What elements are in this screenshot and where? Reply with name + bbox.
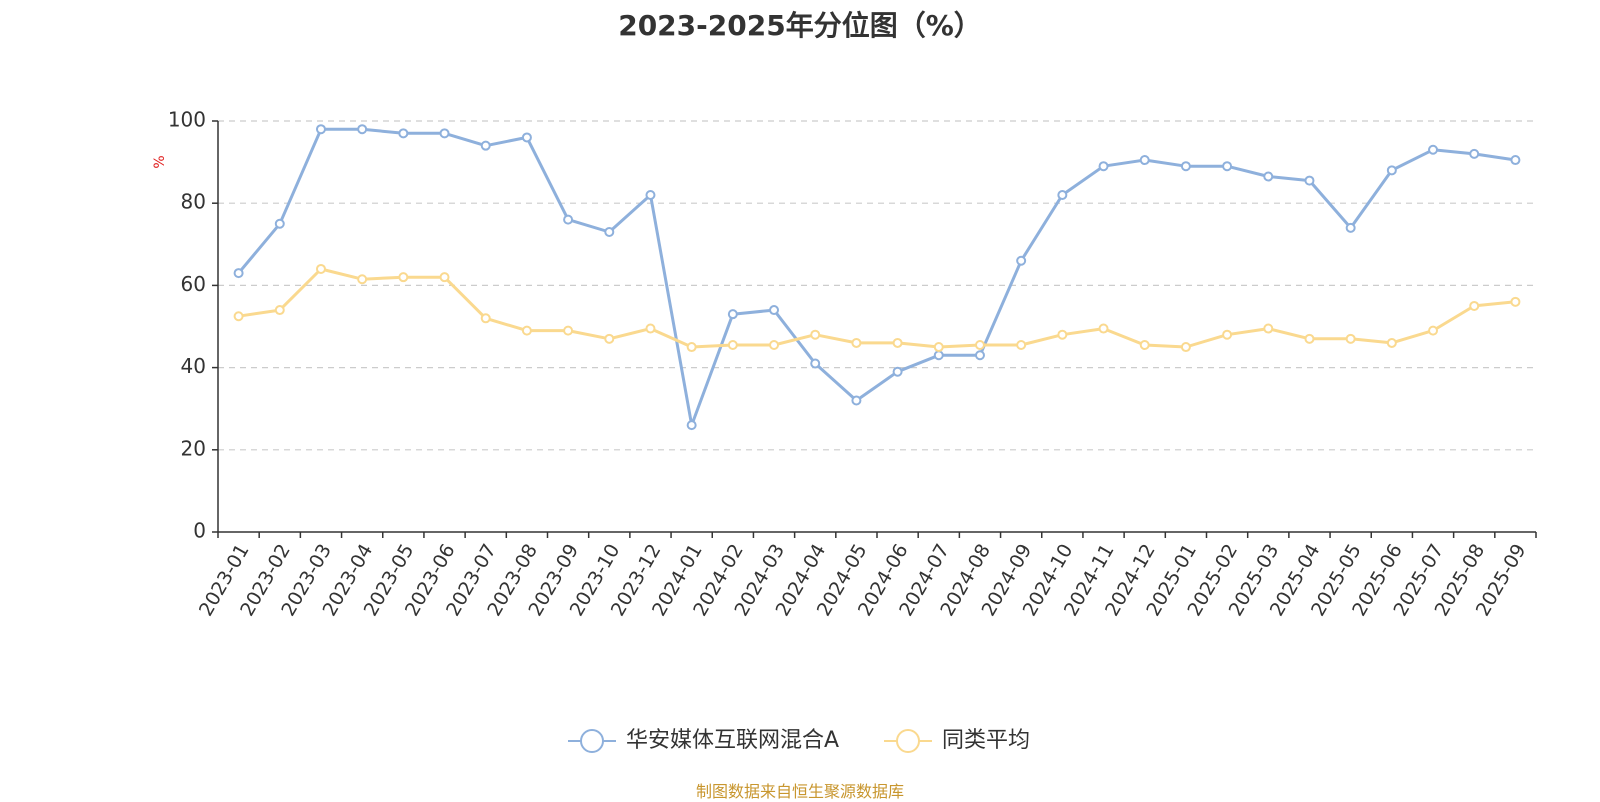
data-point[interactable]: [521, 325, 532, 336]
data-point[interactable]: [315, 124, 326, 135]
data-point[interactable]: [1510, 155, 1521, 166]
data-point[interactable]: [1345, 222, 1356, 233]
data-point[interactable]: [1139, 339, 1150, 350]
y-tick-label: 40: [181, 354, 206, 378]
y-tick-labels: 0 20 40 60 80 100: [168, 108, 206, 543]
legend: 华安媒体互联网混合A 同类平均: [568, 728, 1030, 753]
data-point[interactable]: [398, 128, 409, 139]
data-point[interactable]: [604, 333, 615, 344]
data-point[interactable]: [1386, 337, 1397, 348]
data-point[interactable]: [1428, 144, 1439, 155]
data-point[interactable]: [1180, 161, 1191, 172]
data-point[interactable]: [851, 395, 862, 406]
data-point[interactable]: [892, 337, 903, 348]
data-point[interactable]: [727, 339, 738, 350]
data-point[interactable]: [1510, 296, 1521, 307]
x-tick-labels: 2023-012023-022023-032023-042023-052023-…: [195, 532, 1537, 620]
data-point[interactable]: [1139, 155, 1150, 166]
data-point[interactable]: [1386, 165, 1397, 176]
series-0: [233, 124, 1521, 431]
y-tick-label: 0: [193, 519, 206, 543]
data-point[interactable]: [645, 323, 656, 334]
series-1: [233, 263, 1521, 353]
data-point[interactable]: [521, 132, 532, 143]
data-point[interactable]: [398, 272, 409, 283]
data-point[interactable]: [1222, 329, 1233, 340]
data-point[interactable]: [933, 342, 944, 353]
data-point[interactable]: [274, 305, 285, 316]
data-point[interactable]: [604, 226, 615, 237]
data-point[interactable]: [810, 329, 821, 340]
data-point[interactable]: [233, 268, 244, 279]
data-point[interactable]: [1263, 323, 1274, 334]
data-point[interactable]: [810, 358, 821, 369]
data-point[interactable]: [1016, 339, 1027, 350]
data-point[interactable]: [974, 339, 985, 350]
data-point[interactable]: [1180, 342, 1191, 353]
data-point[interactable]: [1345, 333, 1356, 344]
data-point[interactable]: [1098, 323, 1109, 334]
data-point[interactable]: [1469, 300, 1480, 311]
data-point[interactable]: [1222, 161, 1233, 172]
y-tick-label: 20: [181, 436, 206, 460]
legend-item[interactable]: 同类平均: [884, 728, 1030, 753]
data-point[interactable]: [727, 309, 738, 320]
data-point[interactable]: [439, 128, 450, 139]
data-point[interactable]: [563, 325, 574, 336]
legend-label: 华安媒体互联网混合A: [626, 728, 839, 753]
data-point[interactable]: [315, 263, 326, 274]
data-point[interactable]: [480, 140, 491, 151]
data-point[interactable]: [851, 337, 862, 348]
data-point[interactable]: [1304, 175, 1315, 186]
data-point[interactable]: [769, 339, 780, 350]
data-point[interactable]: [439, 272, 450, 283]
series-line: [237, 127, 1516, 427]
data-point[interactable]: [357, 274, 368, 285]
data-point[interactable]: [686, 342, 697, 353]
legend-marker: [896, 729, 920, 753]
legend-item[interactable]: 华安媒体互联网混合A: [568, 728, 839, 753]
data-point[interactable]: [1304, 333, 1315, 344]
y-axis-unit: %: [152, 155, 168, 168]
data-point[interactable]: [892, 366, 903, 377]
data-point[interactable]: [1057, 329, 1068, 340]
data-point[interactable]: [686, 420, 697, 431]
data-point[interactable]: [933, 350, 944, 361]
data-point[interactable]: [480, 313, 491, 324]
chart-title: 2023-2025年分位图（%）: [618, 9, 982, 42]
data-point[interactable]: [233, 311, 244, 322]
axes: %: [152, 121, 1536, 533]
data-point[interactable]: [357, 124, 368, 135]
y-tick-label: 60: [181, 272, 206, 296]
data-point[interactable]: [769, 305, 780, 316]
series-line: [238, 267, 1516, 349]
data-point[interactable]: [1057, 189, 1068, 200]
data-point[interactable]: [974, 350, 985, 361]
y-tick-label: 100: [168, 108, 206, 132]
data-point[interactable]: [1016, 255, 1027, 266]
data-point[interactable]: [563, 214, 574, 225]
data-point[interactable]: [1469, 148, 1480, 159]
data-point[interactable]: [274, 218, 285, 229]
data-point[interactable]: [1098, 161, 1109, 172]
data-point[interactable]: [1428, 325, 1439, 336]
grid-lines: [212, 120, 1536, 533]
y-tick-label: 80: [181, 190, 206, 214]
legend-label: 同类平均: [942, 728, 1030, 753]
data-point[interactable]: [1263, 171, 1274, 182]
source-note: 制图数据来自恒生聚源数据库: [695, 782, 904, 801]
data-point[interactable]: [645, 189, 656, 200]
legend-marker: [580, 729, 604, 753]
series: [233, 124, 1521, 431]
